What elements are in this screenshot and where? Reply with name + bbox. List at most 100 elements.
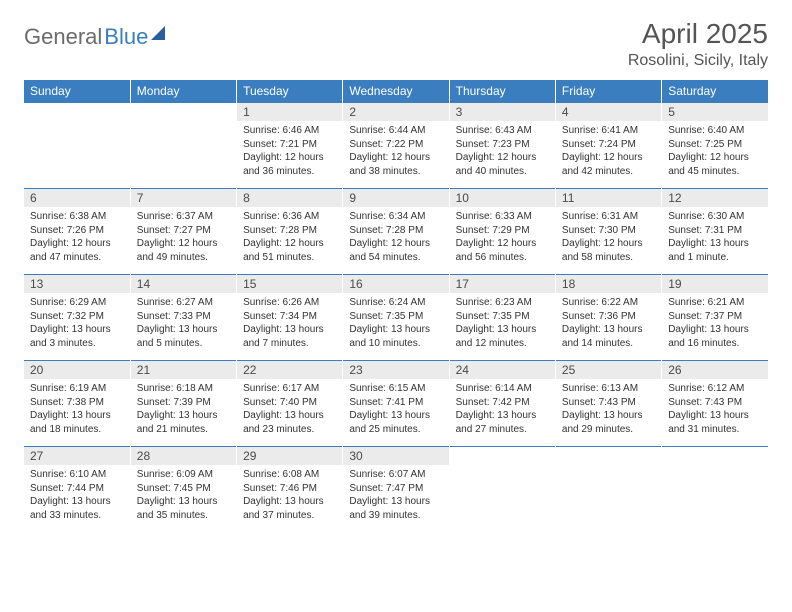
day-number: 24	[450, 360, 555, 379]
day-number-empty	[662, 446, 768, 465]
logo: General Blue	[24, 24, 165, 50]
calendar-cell: 24Sunrise: 6:14 AMSunset: 7:42 PMDayligh…	[449, 360, 555, 446]
day-number: 5	[662, 102, 768, 121]
day-number: 19	[662, 274, 768, 293]
day-details: Sunrise: 6:15 AMSunset: 7:41 PMDaylight:…	[343, 379, 448, 440]
day-number: 23	[343, 360, 448, 379]
day-number: 1	[237, 102, 342, 121]
day-number: 25	[556, 360, 661, 379]
calendar-thead: SundayMondayTuesdayWednesdayThursdayFrid…	[24, 80, 768, 102]
day-details: Sunrise: 6:33 AMSunset: 7:29 PMDaylight:…	[450, 207, 555, 268]
logo-text-1: General	[24, 24, 102, 50]
calendar-cell: 9Sunrise: 6:34 AMSunset: 7:28 PMDaylight…	[343, 188, 449, 274]
day-details: Sunrise: 6:38 AMSunset: 7:26 PMDaylight:…	[24, 207, 130, 268]
calendar-body: 1Sunrise: 6:46 AMSunset: 7:21 PMDaylight…	[24, 102, 768, 532]
day-number: 7	[131, 188, 236, 207]
day-details: Sunrise: 6:37 AMSunset: 7:27 PMDaylight:…	[131, 207, 236, 268]
weekday-header: Monday	[130, 80, 236, 102]
day-number: 30	[343, 446, 448, 465]
weekday-header: Wednesday	[343, 80, 449, 102]
day-number: 16	[343, 274, 448, 293]
day-details: Sunrise: 6:44 AMSunset: 7:22 PMDaylight:…	[343, 121, 448, 182]
weekday-header: Thursday	[449, 80, 555, 102]
calendar-cell: 19Sunrise: 6:21 AMSunset: 7:37 PMDayligh…	[662, 274, 768, 360]
day-details: Sunrise: 6:14 AMSunset: 7:42 PMDaylight:…	[450, 379, 555, 440]
day-details: Sunrise: 6:09 AMSunset: 7:45 PMDaylight:…	[131, 465, 236, 526]
day-number: 13	[24, 274, 130, 293]
calendar-cell: 4Sunrise: 6:41 AMSunset: 7:24 PMDaylight…	[555, 102, 661, 188]
weekday-header: Tuesday	[237, 80, 343, 102]
location-subtitle: Rosolini, Sicily, Italy	[628, 52, 768, 70]
day-number: 8	[237, 188, 342, 207]
day-number: 22	[237, 360, 342, 379]
calendar-cell: 13Sunrise: 6:29 AMSunset: 7:32 PMDayligh…	[24, 274, 130, 360]
calendar-cell: 10Sunrise: 6:33 AMSunset: 7:29 PMDayligh…	[449, 188, 555, 274]
calendar-cell: 29Sunrise: 6:08 AMSunset: 7:46 PMDayligh…	[237, 446, 343, 532]
day-number: 27	[24, 446, 130, 465]
calendar-cell: 25Sunrise: 6:13 AMSunset: 7:43 PMDayligh…	[555, 360, 661, 446]
day-details: Sunrise: 6:12 AMSunset: 7:43 PMDaylight:…	[662, 379, 768, 440]
day-number: 6	[24, 188, 130, 207]
calendar-row: 13Sunrise: 6:29 AMSunset: 7:32 PMDayligh…	[24, 274, 768, 360]
calendar-cell	[555, 446, 661, 532]
calendar-cell: 23Sunrise: 6:15 AMSunset: 7:41 PMDayligh…	[343, 360, 449, 446]
day-details: Sunrise: 6:10 AMSunset: 7:44 PMDaylight:…	[24, 465, 130, 526]
weekday-header: Saturday	[662, 80, 768, 102]
day-details: Sunrise: 6:29 AMSunset: 7:32 PMDaylight:…	[24, 293, 130, 354]
day-details: Sunrise: 6:17 AMSunset: 7:40 PMDaylight:…	[237, 379, 342, 440]
day-details: Sunrise: 6:34 AMSunset: 7:28 PMDaylight:…	[343, 207, 448, 268]
day-number-empty	[24, 102, 130, 121]
calendar-cell: 12Sunrise: 6:30 AMSunset: 7:31 PMDayligh…	[662, 188, 768, 274]
calendar-cell: 7Sunrise: 6:37 AMSunset: 7:27 PMDaylight…	[130, 188, 236, 274]
calendar-cell: 17Sunrise: 6:23 AMSunset: 7:35 PMDayligh…	[449, 274, 555, 360]
weekday-header: Sunday	[24, 80, 130, 102]
calendar-cell: 6Sunrise: 6:38 AMSunset: 7:26 PMDaylight…	[24, 188, 130, 274]
calendar-cell: 14Sunrise: 6:27 AMSunset: 7:33 PMDayligh…	[130, 274, 236, 360]
calendar-cell: 20Sunrise: 6:19 AMSunset: 7:38 PMDayligh…	[24, 360, 130, 446]
day-details: Sunrise: 6:13 AMSunset: 7:43 PMDaylight:…	[556, 379, 661, 440]
header: General Blue April 2025 Rosolini, Sicily…	[24, 18, 768, 70]
month-title: April 2025	[628, 18, 768, 50]
day-details: Sunrise: 6:23 AMSunset: 7:35 PMDaylight:…	[450, 293, 555, 354]
day-number: 2	[343, 102, 448, 121]
calendar-row: 27Sunrise: 6:10 AMSunset: 7:44 PMDayligh…	[24, 446, 768, 532]
calendar-cell: 11Sunrise: 6:31 AMSunset: 7:30 PMDayligh…	[555, 188, 661, 274]
day-details: Sunrise: 6:21 AMSunset: 7:37 PMDaylight:…	[662, 293, 768, 354]
day-number: 10	[450, 188, 555, 207]
day-details: Sunrise: 6:22 AMSunset: 7:36 PMDaylight:…	[556, 293, 661, 354]
day-number: 17	[450, 274, 555, 293]
calendar-cell: 16Sunrise: 6:24 AMSunset: 7:35 PMDayligh…	[343, 274, 449, 360]
calendar-cell: 26Sunrise: 6:12 AMSunset: 7:43 PMDayligh…	[662, 360, 768, 446]
day-number: 26	[662, 360, 768, 379]
day-details: Sunrise: 6:36 AMSunset: 7:28 PMDaylight:…	[237, 207, 342, 268]
calendar-table: SundayMondayTuesdayWednesdayThursdayFrid…	[24, 80, 768, 532]
day-details: Sunrise: 6:31 AMSunset: 7:30 PMDaylight:…	[556, 207, 661, 268]
logo-text-2: Blue	[104, 24, 148, 50]
day-number: 3	[450, 102, 555, 121]
logo-triangle-icon	[151, 26, 165, 40]
day-number: 12	[662, 188, 768, 207]
calendar-cell	[130, 102, 236, 188]
calendar-cell: 5Sunrise: 6:40 AMSunset: 7:25 PMDaylight…	[662, 102, 768, 188]
day-number: 28	[131, 446, 236, 465]
day-details: Sunrise: 6:30 AMSunset: 7:31 PMDaylight:…	[662, 207, 768, 268]
day-number: 11	[556, 188, 661, 207]
day-number: 15	[237, 274, 342, 293]
weekday-header: Friday	[555, 80, 661, 102]
day-number: 18	[556, 274, 661, 293]
title-block: April 2025 Rosolini, Sicily, Italy	[628, 18, 768, 70]
day-number: 29	[237, 446, 342, 465]
day-details: Sunrise: 6:19 AMSunset: 7:38 PMDaylight:…	[24, 379, 130, 440]
day-number: 4	[556, 102, 661, 121]
calendar-cell	[24, 102, 130, 188]
calendar-cell: 3Sunrise: 6:43 AMSunset: 7:23 PMDaylight…	[449, 102, 555, 188]
day-details: Sunrise: 6:41 AMSunset: 7:24 PMDaylight:…	[556, 121, 661, 182]
calendar-cell	[662, 446, 768, 532]
calendar-row: 20Sunrise: 6:19 AMSunset: 7:38 PMDayligh…	[24, 360, 768, 446]
day-number-empty	[131, 102, 236, 121]
day-number-empty	[450, 446, 555, 465]
day-number: 9	[343, 188, 448, 207]
calendar-cell: 18Sunrise: 6:22 AMSunset: 7:36 PMDayligh…	[555, 274, 661, 360]
weekday-header-row: SundayMondayTuesdayWednesdayThursdayFrid…	[24, 80, 768, 102]
calendar-cell: 1Sunrise: 6:46 AMSunset: 7:21 PMDaylight…	[237, 102, 343, 188]
